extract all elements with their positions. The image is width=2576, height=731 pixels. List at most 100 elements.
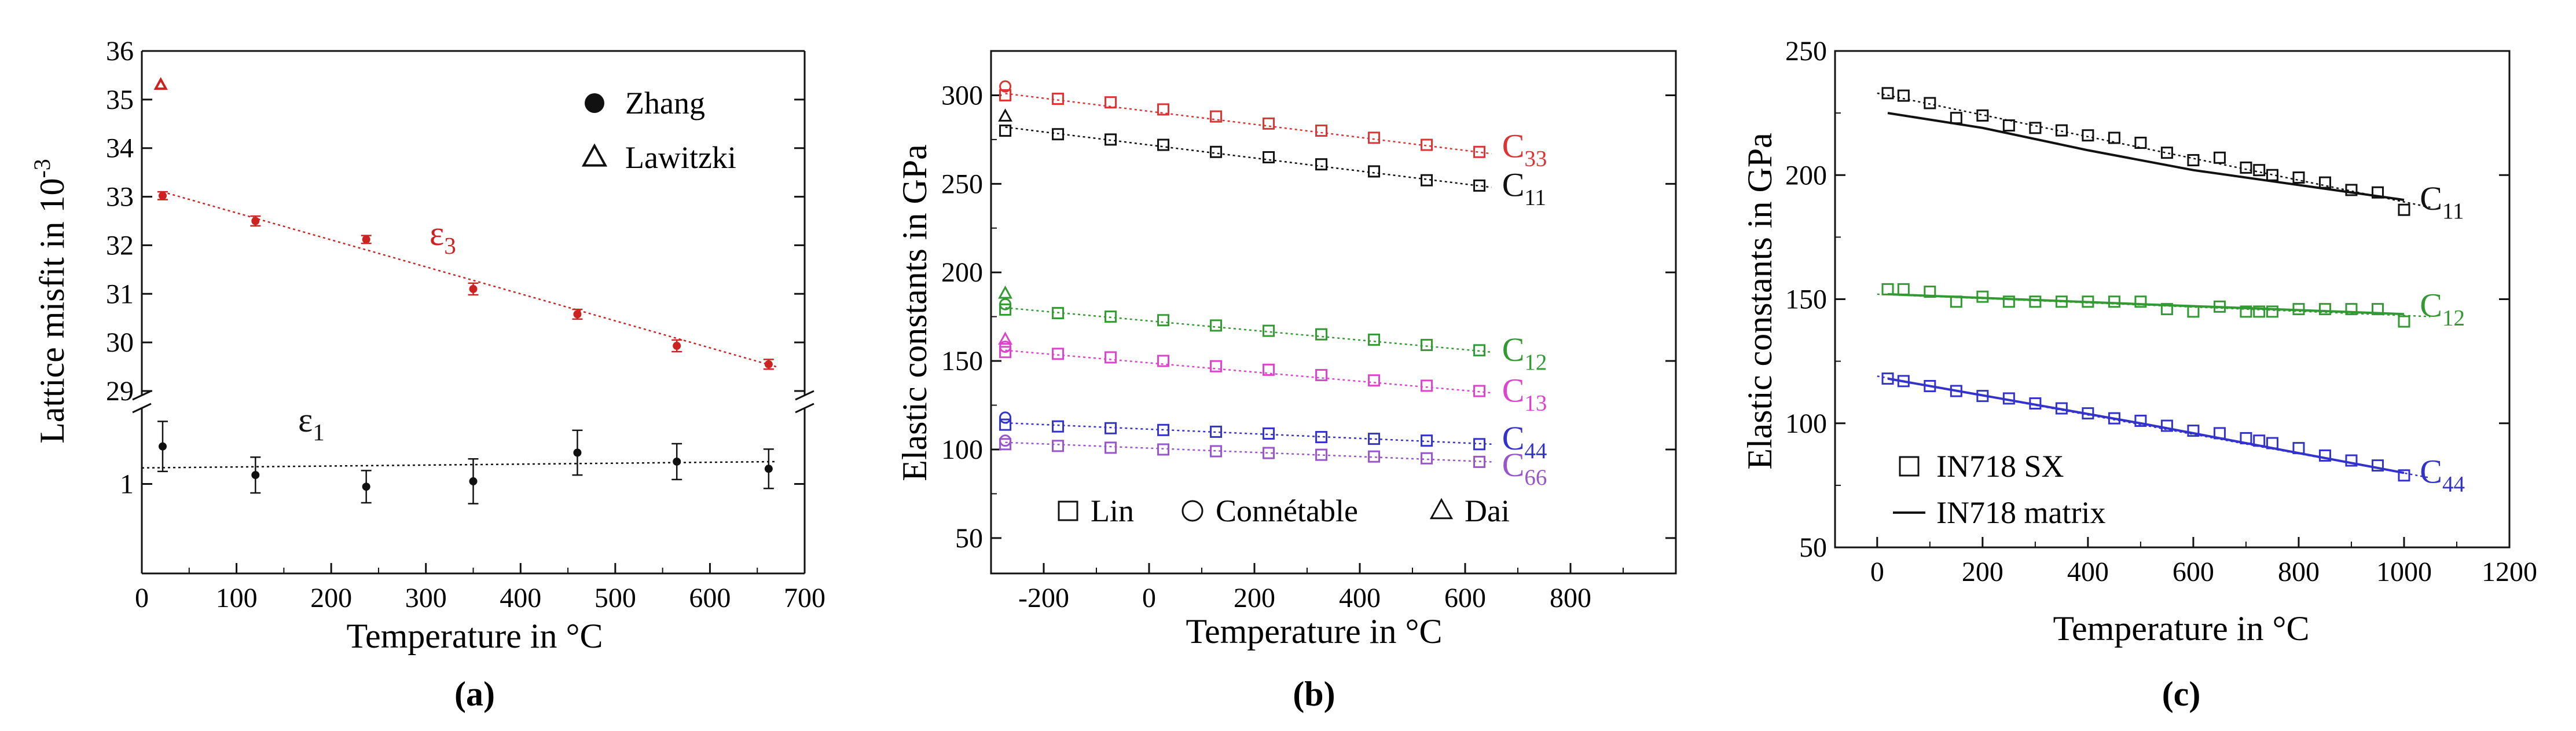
series-label-C66: C66	[1502, 446, 1547, 490]
data-point-C44	[1924, 379, 1936, 392]
data-point-C33	[1263, 117, 1275, 130]
dai-point-C12	[998, 285, 1013, 299]
data-point-C44	[1897, 375, 1910, 388]
data-point-C12	[2292, 303, 2305, 316]
data-point-C44	[1104, 422, 1117, 434]
x-tick-label: 0	[135, 583, 149, 613]
legend-marker-sx	[1899, 456, 1920, 477]
fit-line-ε3	[162, 191, 777, 368]
panel-c-caption: (c)	[2162, 675, 2201, 713]
data-point-C12	[1104, 310, 1117, 323]
data-point-C13	[1368, 374, 1381, 387]
connetable-point-C33	[999, 80, 1012, 93]
data-point-C44	[2266, 437, 2278, 449]
data-point-C66	[1421, 452, 1433, 465]
data-point-C11	[2108, 131, 2120, 144]
data-point-C11	[1157, 138, 1170, 151]
x-tick-label: 500	[595, 583, 636, 613]
data-point-C12	[2253, 305, 2266, 318]
panel-c-chart: 0 200 400 600 800 1000 1200 50 100 150 200 250 Tempe…	[1741, 36, 2537, 648]
y-tick-label: 29	[106, 376, 134, 407]
x-tick-label: 400	[500, 583, 541, 613]
data-point-C66	[1315, 448, 1328, 461]
y-tick-label: 100	[1785, 408, 1827, 439]
x-tick-label: 700	[784, 583, 825, 613]
data-point-C11	[999, 125, 1012, 137]
data-point-C11	[2160, 147, 2173, 159]
data-point-C11	[2398, 203, 2410, 216]
data-point-C44	[2213, 427, 2226, 440]
matrix-curve-C11	[1887, 112, 2405, 202]
y-tick-label: 34	[106, 133, 134, 164]
data-point-C12	[2134, 295, 2147, 308]
data-point-C12	[1052, 307, 1065, 320]
x-tick-label: 200	[1962, 557, 2003, 587]
y-tick-label: 250	[941, 169, 983, 199]
data-point-C33	[1210, 110, 1223, 123]
data-point-C44	[1421, 434, 1433, 447]
data-point-C11	[2213, 151, 2226, 164]
data-point-C12	[1315, 328, 1328, 341]
data-point-C11	[1052, 128, 1065, 141]
series-label-C12: C12	[1502, 331, 1547, 375]
data-point-C44	[1157, 423, 1170, 436]
series-label-e3: ε3	[430, 214, 456, 259]
data-point-C44	[2187, 425, 2200, 437]
data-point-C33	[1368, 131, 1381, 144]
x-tick-label: 0	[1142, 583, 1156, 613]
x-tick-label: 800	[1550, 583, 1591, 613]
panel-b-chart: -200 0 200 400 600 800 50 100 150 200 250 300 Temper…	[896, 50, 1677, 650]
data-point-ε1	[362, 483, 370, 491]
x-tick-label: 0	[1870, 557, 1884, 587]
data-point-ε3	[764, 360, 773, 368]
data-point-C44	[2029, 397, 2042, 410]
data-point-C66	[1157, 443, 1170, 456]
fit-line-C13	[1005, 349, 1492, 394]
data-point-C44	[2082, 407, 2094, 420]
data-point-C13	[1104, 351, 1117, 364]
y-tick-label: 31	[106, 279, 134, 309]
data-point-C12	[1976, 290, 1989, 303]
y-tick-label: 200	[1785, 160, 1827, 191]
legend-label-connetable: Connétable	[1216, 494, 1358, 528]
data-point-C12	[2029, 295, 2042, 308]
legend-marker-dai	[1429, 498, 1454, 520]
data-point-C13	[1157, 354, 1170, 367]
data-point-C44	[2108, 412, 2120, 425]
x-tick-label: 600	[689, 583, 731, 613]
data-point-ε1	[158, 442, 167, 451]
x-tick-label: 1000	[2376, 557, 2432, 587]
y-tick-label: 150	[941, 346, 983, 377]
series-label-C44: C44	[2420, 453, 2465, 497]
data-point-C12	[2345, 303, 2358, 316]
data-point-C11	[1104, 133, 1117, 146]
dai-point-C13	[998, 331, 1013, 345]
data-point-C11	[2055, 124, 2068, 137]
data-point-C12	[1881, 283, 1894, 295]
x-axis-label: Temperature in °C	[1186, 612, 1443, 650]
legend-label-sx: IN718 SX	[1936, 449, 2064, 484]
data-point-C11	[2082, 129, 2094, 142]
data-point-C12	[1950, 295, 1962, 308]
data-point-C13	[1263, 363, 1275, 376]
x-tick-label: 600	[1444, 583, 1486, 613]
data-point-C12	[2398, 315, 2410, 328]
y-tick-label: 35	[106, 85, 134, 115]
data-point-C11	[1897, 89, 1910, 102]
data-point-C12	[2187, 305, 2200, 318]
panel-a-chart: 0 100 200 300 400 500 600 700 29 30 31 32 33 34 35 36 1 T…	[29, 36, 825, 655]
data-point-C12	[1368, 333, 1381, 346]
x-tick-label: -200	[1018, 583, 1069, 613]
legend-marker-lawitzki	[581, 143, 608, 167]
data-point-C44	[2253, 434, 2266, 447]
data-point-C12	[2002, 295, 2015, 308]
data-point-C11	[2187, 154, 2200, 167]
data-point-C11	[2253, 164, 2266, 177]
x-tick-label: 200	[1234, 583, 1275, 613]
data-point-ε1	[673, 457, 681, 466]
x-tick-label: 100	[216, 583, 258, 613]
data-point-C11	[1881, 87, 1894, 100]
connetable-point-C12	[999, 298, 1012, 310]
data-point-ε3	[251, 217, 260, 225]
